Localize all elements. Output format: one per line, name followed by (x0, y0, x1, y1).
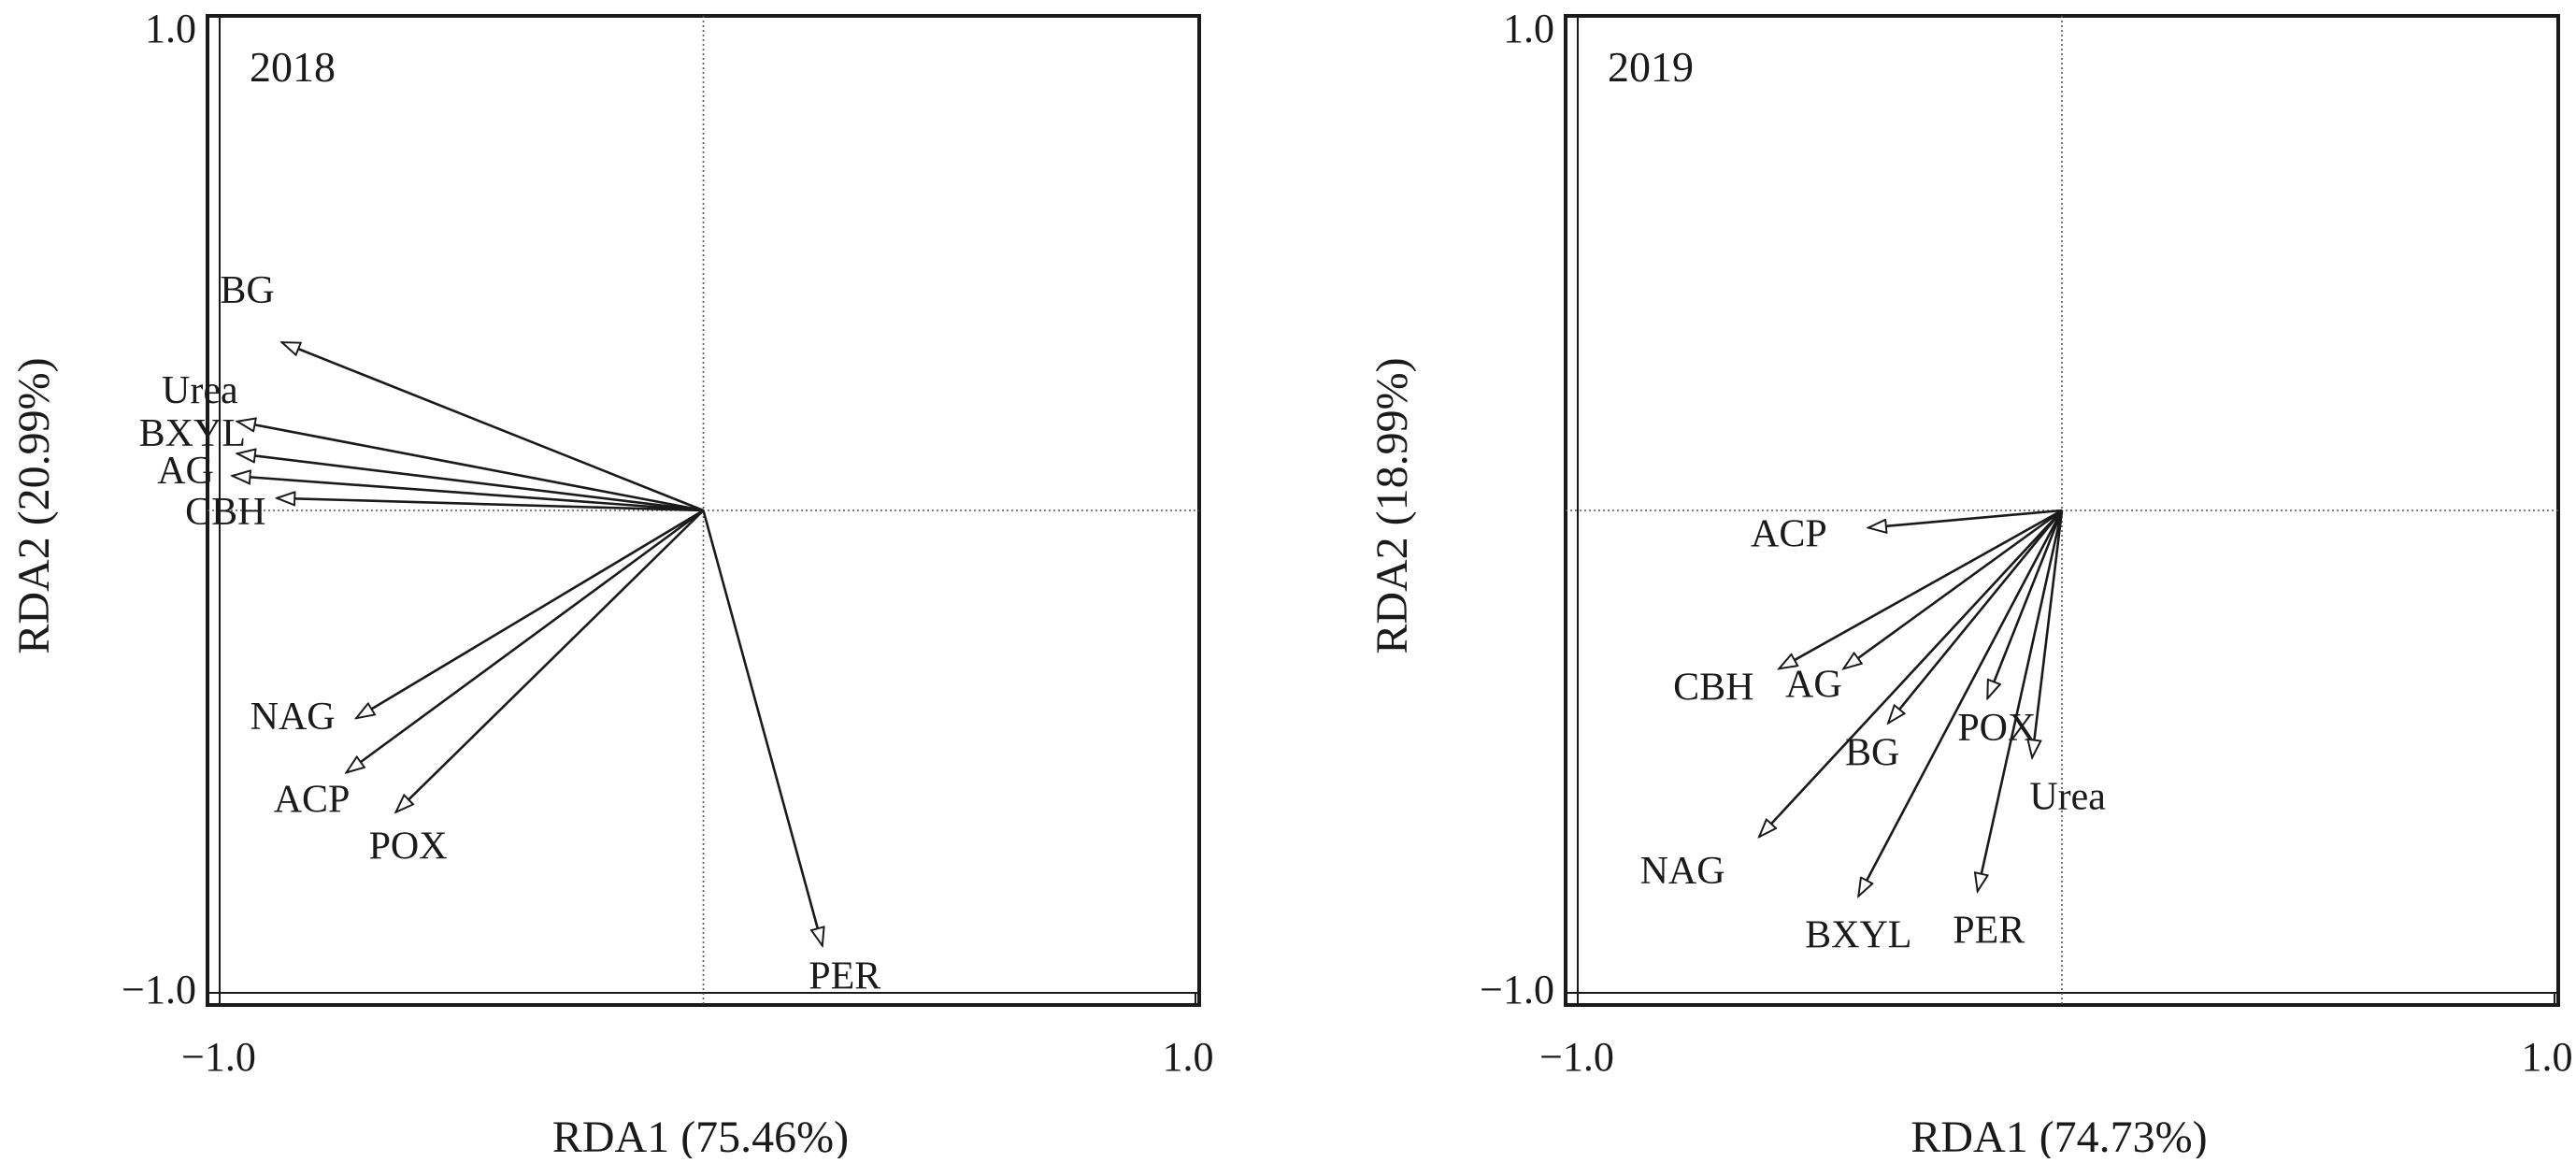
vector-label-per: PER (809, 955, 880, 998)
vector-acp (347, 509, 705, 772)
vector-nag (1759, 510, 2063, 837)
x-axis-title: RDA1 (74.73%) (1911, 1113, 2207, 1158)
vector-label-pox: POX (369, 826, 448, 869)
y-tick-label-top: 1.0 (1503, 6, 1554, 51)
x-tick-label-right: 1.0 (1163, 1034, 1214, 1080)
vector-label-bxyl: BXYL (1805, 914, 1911, 957)
vector-bxyl (1858, 510, 2064, 897)
y-axis-title: RDA2 (18.99%) (1367, 357, 1417, 653)
vector-label-urea: Urea (2029, 776, 2106, 819)
vector-per (1978, 510, 2064, 891)
vector-nag (356, 509, 705, 718)
vector-bxyl (237, 453, 704, 512)
vector-urea (2032, 510, 2064, 758)
vector-bg (1888, 510, 2064, 723)
vector-label-acp: ACP (274, 778, 351, 821)
x-tick-label-right: 1.0 (2522, 1034, 2573, 1080)
vector-label-ag: AG (1785, 663, 1842, 706)
vector-urea (237, 422, 704, 512)
vector-label-urea: Urea (162, 369, 238, 412)
vector-bg (282, 340, 704, 512)
vector-label-nag: NAG (1640, 850, 1725, 893)
vector-per (702, 510, 823, 946)
y-tick-label-bottom: −1.0 (1480, 967, 1554, 1012)
vector-pox (1986, 510, 2064, 698)
vector-label-ag: AG (157, 450, 214, 493)
panel-year-label: 2019 (1608, 43, 1694, 91)
vector-cbh (1779, 509, 2063, 668)
vector-label-pox: POX (1957, 707, 2036, 750)
vector-ag (233, 476, 704, 512)
y-tick-label-top: 1.0 (145, 6, 196, 51)
y-axis-title: RDA2 (20.99%) (9, 357, 59, 653)
vector-label-bg: BG (220, 269, 274, 312)
vector-acp (1868, 509, 2063, 528)
vector-label-per: PER (1953, 909, 2025, 952)
vector-label-cbh: CBH (185, 491, 265, 534)
vector-ag (1843, 509, 2063, 668)
panel-2019: 1.0 −1.0 −1.0 1.0 RDA1 (74.73%) RDA2 (18.99%)… (1367, 6, 2573, 1162)
y-tick-label-bottom: −1.0 (122, 967, 196, 1012)
vector-label-nag: NAG (250, 696, 336, 739)
vector-label-cbh: CBH (1673, 666, 1753, 709)
vector-cbh (277, 498, 704, 512)
panel-2018: 1.0 −1.0 −1.0 1.0 RDA1 (75.46%) RDA2 (20.99%)… (9, 6, 1214, 1162)
vector-label-bg: BG (1845, 731, 1899, 774)
x-axis-title: RDA1 (75.46%) (552, 1113, 849, 1158)
x-tick-label-left: −1.0 (181, 1034, 256, 1080)
panel-year-label: 2018 (250, 43, 336, 91)
vector-pox (396, 510, 705, 812)
vector-label-bxyl: BXYL (139, 412, 246, 455)
vector-label-acp: ACP (1751, 513, 1827, 556)
x-tick-label-left: −1.0 (1539, 1034, 1614, 1080)
